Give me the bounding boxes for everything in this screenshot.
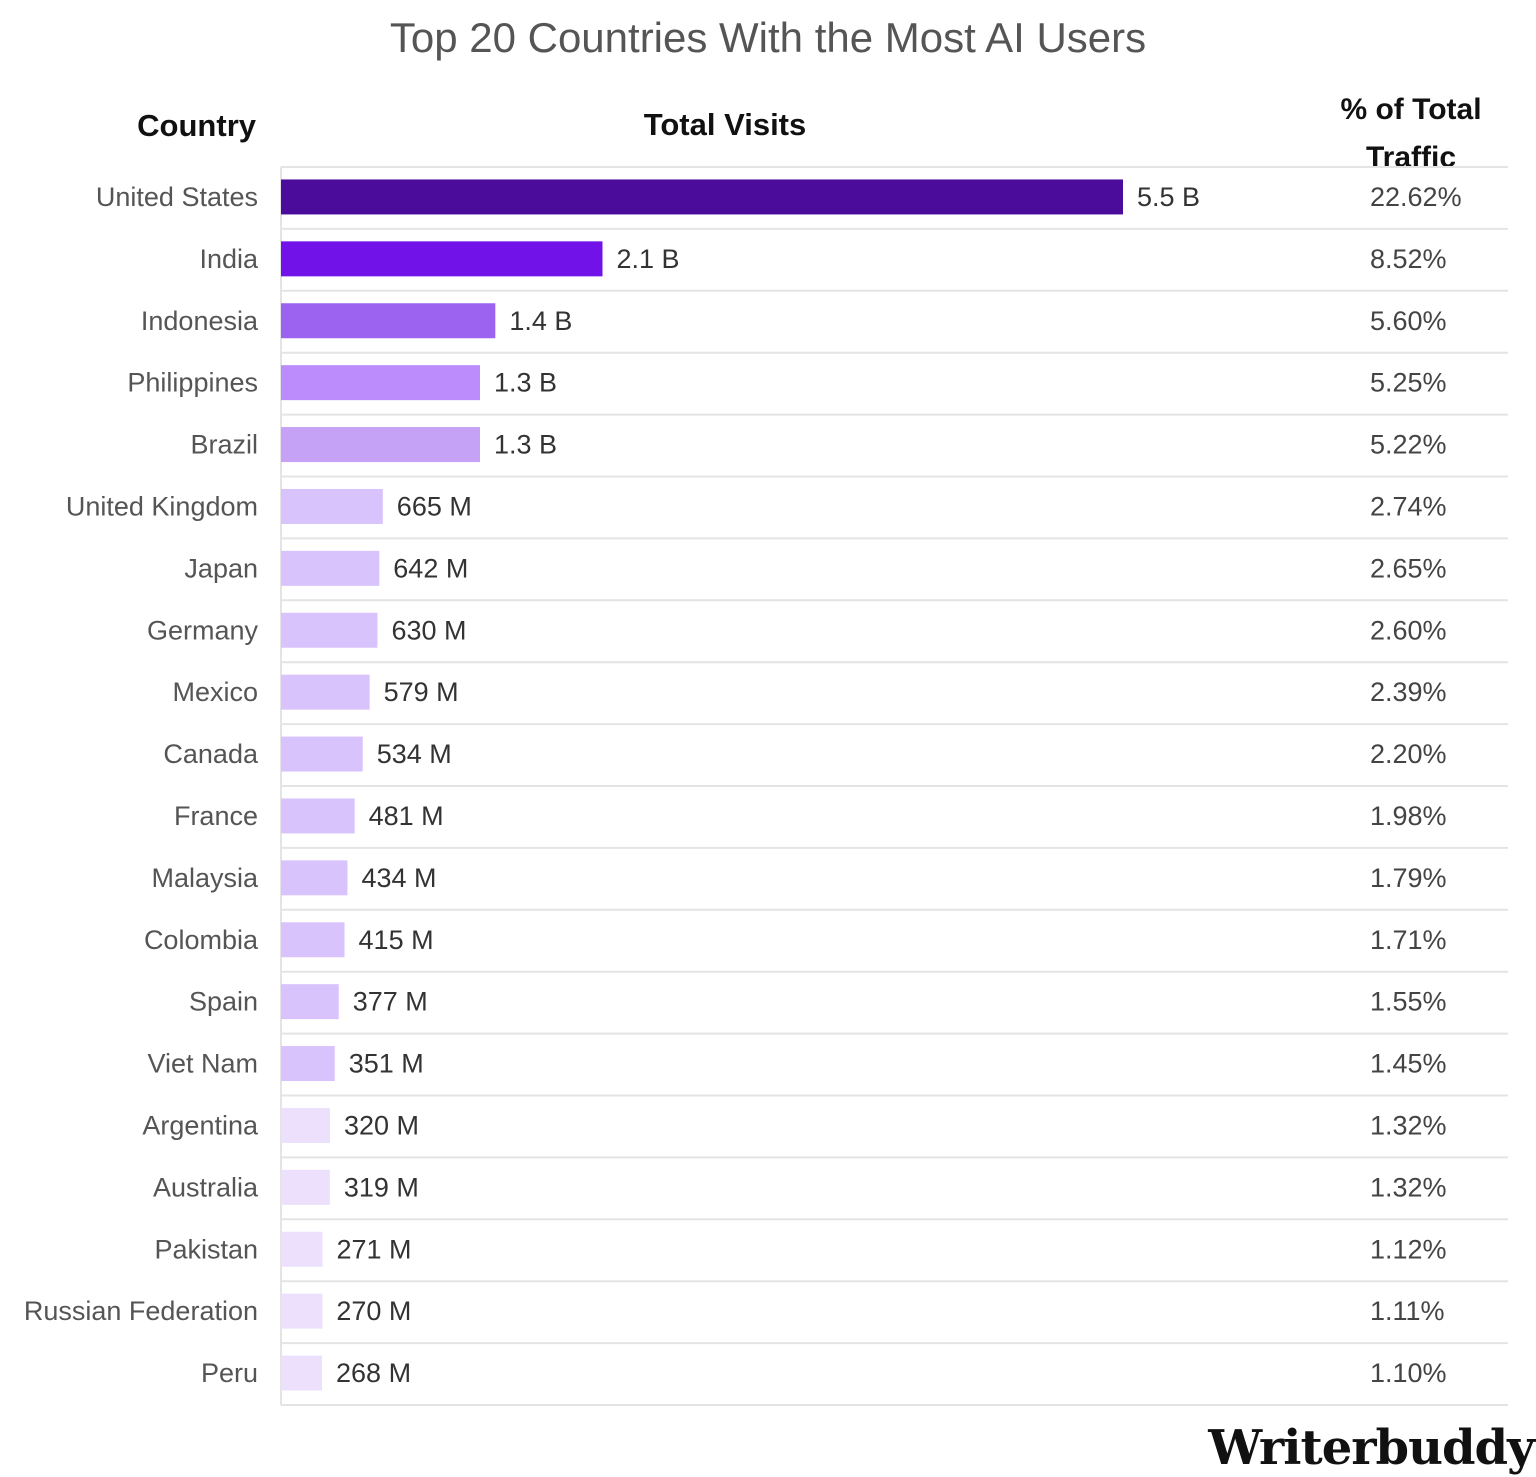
header-percent-line2: Traffic: [1365, 141, 1457, 174]
bar: [281, 1293, 323, 1329]
bar: [281, 550, 380, 586]
bar: [281, 612, 378, 648]
percent-label: 1.12%: [1370, 1234, 1447, 1264]
bar: [281, 1169, 330, 1205]
country-label: Mexico: [172, 677, 258, 707]
bar: [281, 1355, 323, 1391]
bar-value-label: 642 M: [393, 553, 468, 583]
percent-label: 2.65%: [1370, 553, 1447, 583]
bar-value-label: 1.3 B: [494, 430, 557, 460]
country-label: Germany: [147, 615, 259, 645]
percent-label: 1.79%: [1370, 863, 1447, 893]
bar-value-label: 377 M: [353, 987, 428, 1017]
header-country: Country: [137, 108, 256, 143]
chart-title: Top 20 Countries With the Most AI Users: [389, 14, 1147, 61]
country-label: France: [174, 801, 258, 831]
country-label: Japan: [184, 553, 258, 583]
percent-label: 5.25%: [1370, 368, 1447, 398]
bar-value-label: 320 M: [344, 1110, 419, 1140]
bar: [281, 1231, 323, 1267]
bar-value-label: 579 M: [384, 677, 459, 707]
bar: [281, 179, 1123, 215]
percent-label: 2.74%: [1370, 491, 1447, 521]
bar: [281, 984, 339, 1020]
percent-label: 1.71%: [1370, 925, 1447, 955]
bar-value-label: 1.4 B: [509, 306, 572, 336]
bar: [281, 736, 363, 772]
percent-label: 2.60%: [1370, 615, 1447, 645]
header-total-visits: Total Visits: [643, 107, 807, 142]
country-label: India: [199, 244, 259, 274]
bar-value-label: 271 M: [336, 1234, 411, 1264]
bar-value-label: 319 M: [344, 1172, 419, 1202]
percent-label: 1.11%: [1370, 1296, 1445, 1326]
bar-value-label: 665 M: [397, 491, 472, 521]
percent-label: 2.20%: [1370, 739, 1447, 769]
percent-label: 1.32%: [1370, 1172, 1447, 1202]
percent-label: 8.52%: [1370, 244, 1447, 274]
percent-label: 1.10%: [1370, 1358, 1447, 1388]
country-label: United States: [96, 182, 258, 212]
bar-value-label: 270 M: [336, 1296, 411, 1326]
bar: [281, 1046, 335, 1082]
bar: [281, 427, 481, 463]
bar-value-label: 481 M: [369, 801, 444, 831]
bar: [281, 303, 496, 339]
country-label: Peru: [201, 1358, 258, 1388]
percent-label: 1.32%: [1370, 1110, 1447, 1140]
bar: [281, 365, 481, 401]
percent-label: 1.45%: [1370, 1049, 1447, 1079]
bar: [281, 798, 355, 834]
bar: [281, 1107, 330, 1143]
country-label: Argentina: [142, 1110, 259, 1140]
country-label: Colombia: [144, 925, 259, 955]
percent-label: 2.39%: [1370, 677, 1447, 707]
header-percent-traffic: % of Total Traffic: [1300, 86, 1522, 182]
country-label: Philippines: [127, 368, 258, 398]
percent-label: 5.22%: [1370, 430, 1447, 460]
bar-value-label: 1.3 B: [494, 368, 557, 398]
bar: [281, 241, 603, 277]
country-label: United Kingdom: [66, 491, 258, 521]
bar-value-label: 2.1 B: [616, 244, 679, 274]
percent-label: 5.60%: [1370, 306, 1447, 336]
percent-label: 22.62%: [1370, 182, 1462, 212]
country-label: Pakistan: [154, 1234, 258, 1264]
bar-value-label: 351 M: [349, 1049, 424, 1079]
bar: [281, 922, 345, 958]
bar: [281, 674, 370, 710]
bar: [281, 860, 348, 896]
country-label: Russian Federation: [24, 1296, 258, 1326]
header-percent-line1: % of Total: [1340, 93, 1482, 126]
country-label: Viet Nam: [147, 1049, 258, 1079]
bar-value-label: 5.5 B: [1137, 182, 1200, 212]
country-label: Malaysia: [151, 863, 259, 893]
country-label: Spain: [189, 987, 258, 1017]
bar-value-label: 415 M: [359, 925, 434, 955]
country-label: Australia: [153, 1172, 259, 1202]
writerbuddy-logo: Writerbuddy: [1208, 1420, 1535, 1476]
bar-value-label: 630 M: [391, 615, 466, 645]
bar-value-label: 268 M: [336, 1358, 411, 1388]
percent-label: 1.98%: [1370, 801, 1447, 831]
bar-value-label: 434 M: [361, 863, 436, 893]
country-label: Indonesia: [141, 306, 259, 336]
bar-value-label: 534 M: [377, 739, 452, 769]
percent-label: 1.55%: [1370, 987, 1447, 1017]
country-label: Canada: [163, 739, 259, 769]
bar: [281, 488, 383, 524]
country-label: Brazil: [190, 430, 258, 460]
